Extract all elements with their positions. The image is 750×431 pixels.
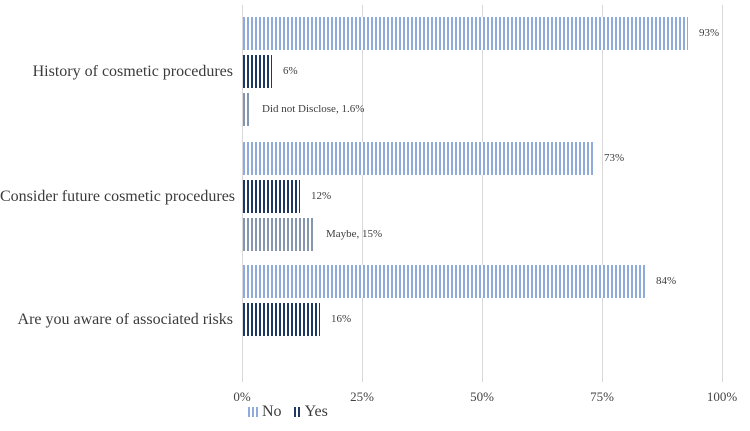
bar-no	[243, 265, 645, 298]
gridline-50	[482, 5, 483, 382]
bar-value-label: 84%	[656, 275, 677, 287]
category-label: History of cosmetic procedures	[32, 63, 233, 80]
x-tick-label: 100%	[706, 389, 738, 404]
legend-item-yes: Yes	[293, 403, 328, 421]
bar-yes	[243, 55, 272, 88]
bar-no	[243, 17, 688, 50]
legend-item-no: No	[248, 403, 282, 421]
bar-value-label: 73%	[604, 152, 625, 164]
bar-yes	[243, 303, 320, 336]
yes-series-swatch-icon	[293, 407, 301, 417]
bar-value-label: Did not Disclose, 1.6%	[262, 103, 365, 115]
legend: No Yes	[248, 403, 328, 421]
category-label: Consider future cosmetic procedures	[0, 188, 236, 205]
legend-label: No	[262, 403, 282, 420]
x-tick-label: 0%	[233, 389, 251, 404]
bar-yes	[243, 180, 300, 213]
x-tick-label: 25%	[350, 389, 374, 404]
no-series-swatch-icon	[248, 407, 258, 417]
bar-value-label: 6%	[283, 65, 298, 77]
gridline-25	[362, 5, 363, 382]
legend-label: Yes	[304, 403, 328, 420]
bar-value-label: 93%	[699, 27, 720, 39]
bar-value-label: Maybe, 15%	[326, 228, 383, 240]
bar-other	[243, 218, 315, 251]
bar-other	[243, 93, 251, 126]
x-tick-label: 50%	[470, 389, 494, 404]
bar-value-label: 12%	[311, 190, 332, 202]
bar-no	[243, 142, 593, 175]
bar-value-label: 16%	[331, 313, 352, 325]
x-tick-label: 75%	[590, 389, 614, 404]
gridline-100	[722, 5, 723, 382]
gridline-0	[242, 5, 243, 382]
category-label: Are you aware of associated risks	[17, 311, 233, 328]
gridline-75	[602, 5, 603, 382]
